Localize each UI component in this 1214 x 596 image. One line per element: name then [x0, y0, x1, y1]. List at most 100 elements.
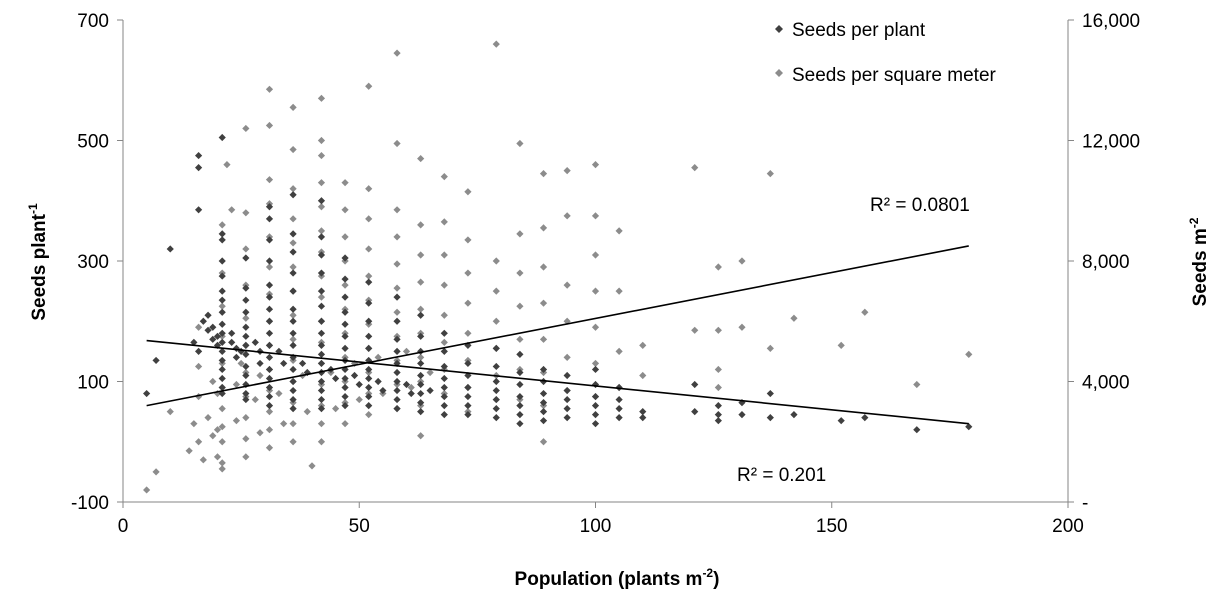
- point-seeds-per-square-meter: [350, 359, 359, 368]
- point-seeds-per-plant: [317, 350, 326, 358]
- point-seeds-per-plant: [639, 408, 647, 416]
- point-seeds-per-square-meter: [393, 49, 401, 57]
- point-seeds-per-plant: [563, 414, 571, 422]
- point-seeds-per-plant: [341, 374, 349, 383]
- y-tick-label: 100: [77, 373, 109, 394]
- point-seeds-per-square-meter: [591, 359, 600, 368]
- legend: Seeds per plant Seeds per square meter: [775, 20, 997, 86]
- point-seeds-per-square-meter: [417, 432, 425, 440]
- point-seeds-per-plant: [393, 293, 401, 301]
- point-seeds-per-square-meter: [242, 435, 250, 443]
- point-seeds-per-plant: [317, 302, 326, 310]
- point-seeds-per-plant: [516, 368, 524, 377]
- point-seeds-per-plant: [218, 383, 226, 392]
- point-seeds-per-plant: [563, 371, 571, 380]
- point-seeds-per-square-meter: [913, 380, 921, 389]
- point-seeds-per-square-meter: [393, 233, 401, 241]
- point-seeds-per-plant: [242, 362, 250, 371]
- point-seeds-per-plant: [218, 236, 226, 244]
- point-seeds-per-plant: [341, 365, 349, 374]
- point-seeds-per-plant: [232, 353, 240, 361]
- point-seeds-per-plant: [317, 197, 326, 205]
- point-seeds-per-square-meter: [714, 326, 722, 334]
- point-seeds-per-plant: [265, 341, 274, 349]
- point-seeds-per-square-meter: [440, 311, 448, 319]
- point-seeds-per-plant: [265, 392, 274, 401]
- point-seeds-per-square-meter: [539, 170, 548, 178]
- x-tick-label: 150: [816, 516, 848, 537]
- point-seeds-per-square-meter: [365, 272, 373, 280]
- point-seeds-per-plant: [714, 417, 722, 425]
- point-seeds-per-plant: [265, 317, 274, 325]
- point-seeds-per-square-meter: [185, 447, 193, 455]
- point-seeds-per-plant: [317, 377, 326, 386]
- point-seeds-per-square-meter: [417, 278, 425, 286]
- point-seeds-per-plant: [265, 293, 274, 301]
- point-seeds-per-plant: [317, 233, 326, 241]
- point-seeds-per-plant: [265, 365, 274, 374]
- point-seeds-per-plant: [166, 245, 174, 253]
- point-seeds-per-plant: [289, 248, 297, 256]
- point-seeds-per-square-meter: [516, 269, 524, 277]
- point-seeds-per-square-meter: [417, 154, 425, 163]
- point-seeds-per-plant: [417, 311, 425, 319]
- legend-label-seeds-per-square-meter: Seeds per square meter: [792, 65, 997, 86]
- point-seeds-per-plant: [204, 326, 212, 334]
- x-tick-label: 200: [1052, 516, 1084, 537]
- point-seeds-per-square-meter: [714, 365, 722, 374]
- legend-label-seeds-per-plant: Seeds per plant: [792, 20, 926, 41]
- legend-marker-seeds-per-square-meter: [775, 69, 783, 77]
- point-seeds-per-plant: [365, 299, 373, 307]
- point-seeds-per-plant: [265, 257, 274, 265]
- point-seeds-per-square-meter: [289, 263, 297, 271]
- point-seeds-per-plant: [440, 383, 448, 392]
- point-seeds-per-plant: [563, 395, 571, 404]
- point-seeds-per-square-meter: [195, 438, 203, 446]
- point-seeds-per-square-meter: [615, 227, 623, 235]
- trendlines: R² = 0.201 R² = 0.0801: [146, 195, 970, 486]
- point-seeds-per-square-meter: [289, 185, 297, 193]
- point-seeds-per-square-meter: [256, 429, 264, 437]
- point-seeds-per-plant: [242, 284, 250, 292]
- point-seeds-per-square-meter: [218, 423, 226, 431]
- point-seeds-per-square-meter: [464, 188, 472, 196]
- point-seeds-per-square-meter: [317, 293, 326, 301]
- point-seeds-per-square-meter: [464, 299, 472, 307]
- point-seeds-per-square-meter: [516, 139, 524, 148]
- point-seeds-per-square-meter: [242, 314, 250, 322]
- point-seeds-per-square-meter: [308, 462, 316, 470]
- point-seeds-per-plant: [440, 392, 448, 401]
- point-seeds-per-plant: [317, 287, 326, 295]
- point-seeds-per-plant: [365, 392, 373, 401]
- point-seeds-per-plant: [426, 386, 434, 395]
- point-seeds-per-plant: [591, 420, 600, 428]
- point-seeds-per-plant: [738, 398, 746, 407]
- point-seeds-per-plant: [539, 408, 548, 416]
- point-seeds-per-square-meter: [265, 121, 274, 130]
- point-seeds-per-square-meter: [275, 389, 283, 398]
- point-seeds-per-plant: [265, 281, 274, 289]
- point-seeds-per-square-meter: [232, 380, 240, 389]
- point-seeds-per-plant: [516, 392, 524, 401]
- point-seeds-per-square-meter: [341, 179, 349, 187]
- point-seeds-per-plant: [289, 353, 297, 361]
- y-tick-label: -100: [71, 493, 109, 514]
- point-seeds-per-plant: [242, 389, 250, 398]
- point-seeds-per-plant: [341, 332, 349, 340]
- point-seeds-per-square-meter: [426, 368, 434, 377]
- point-seeds-per-plant: [218, 287, 226, 295]
- point-seeds-per-plant: [289, 287, 297, 295]
- point-seeds-per-square-meter: [464, 329, 472, 337]
- point-seeds-per-plant: [209, 335, 217, 343]
- point-seeds-per-square-meter: [195, 362, 203, 371]
- point-seeds-per-plant: [195, 206, 203, 214]
- point-seeds-per-plant: [209, 323, 217, 331]
- point-seeds-per-square-meter: [195, 323, 203, 331]
- point-seeds-per-plant: [379, 386, 387, 395]
- point-seeds-per-plant: [714, 402, 722, 410]
- trendline-seeds-per-square-meter: [146, 245, 969, 407]
- point-seeds-per-square-meter: [317, 420, 326, 428]
- point-seeds-per-plant: [289, 269, 297, 277]
- point-seeds-per-square-meter: [417, 221, 425, 229]
- point-seeds-per-plant: [790, 411, 798, 419]
